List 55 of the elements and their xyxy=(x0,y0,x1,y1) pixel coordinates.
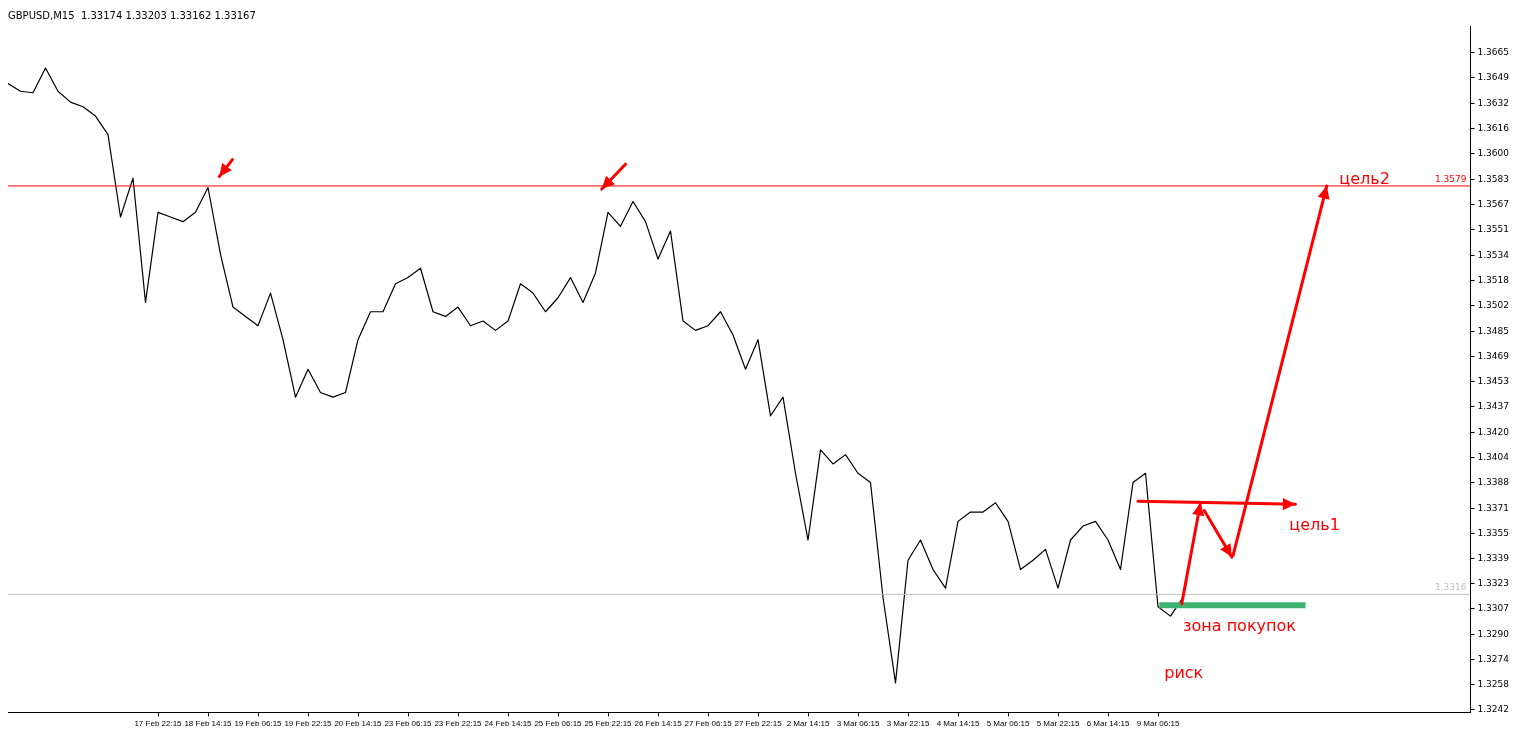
y-tick-label: 1.3323 xyxy=(1477,577,1510,588)
y-tick-label: 1.3583 xyxy=(1477,174,1510,185)
y-tick-label: 1.3534 xyxy=(1477,250,1510,261)
x-tick-label: 5 Mar 06:15 xyxy=(986,719,1030,729)
y-tick-label: 1.3388 xyxy=(1477,476,1510,487)
x-tick-label: 27 Feb 06:15 xyxy=(684,719,733,729)
x-tick-label: 20 Feb 14:15 xyxy=(334,719,383,729)
y-tick-label: 1.3518 xyxy=(1477,275,1510,286)
y-tick-label: 1.3632 xyxy=(1477,97,1510,108)
y-tick-label: 1.3307 xyxy=(1477,602,1510,613)
y-tick-label: 1.3502 xyxy=(1477,299,1510,310)
x-tick-label: 3 Mar 06:15 xyxy=(836,719,880,729)
x-tick-label: 27 Feb 22:15 xyxy=(734,719,783,729)
x-tick-label: 19 Feb 22:15 xyxy=(284,719,333,729)
annotation: цель2 xyxy=(1339,169,1390,189)
y-tick-label: 1.3274 xyxy=(1477,653,1510,664)
annotation: риск xyxy=(1164,662,1204,682)
y-tick-label: 1.3290 xyxy=(1477,629,1510,640)
y-tick-label: 1.3600 xyxy=(1477,147,1510,158)
x-tick-label: 5 Mar 22:15 xyxy=(1036,719,1080,729)
y-tick-label: 1.3355 xyxy=(1477,528,1510,539)
x-tick-label: 24 Feb 14:15 xyxy=(484,719,533,729)
y-tick-label: 1.3453 xyxy=(1477,375,1510,386)
x-tick-label: 25 Feb 22:15 xyxy=(584,719,633,729)
y-tick-label: 1.3649 xyxy=(1477,71,1510,82)
x-tick-label: 26 Feb 14:15 xyxy=(634,719,683,729)
x-tick-label: 18 Feb 14:15 xyxy=(184,719,233,729)
y-tick-label: 1.3371 xyxy=(1477,503,1510,514)
annotation: зона покупок xyxy=(1183,616,1297,636)
y-tick-label: 1.3469 xyxy=(1477,351,1510,362)
x-tick-label: 3 Mar 22:15 xyxy=(886,719,930,729)
ref-line-label: 1.3579 xyxy=(1435,173,1467,184)
y-tick-label: 1.3404 xyxy=(1477,452,1510,463)
y-tick-label: 1.3437 xyxy=(1477,400,1510,411)
y-tick-label: 1.3258 xyxy=(1477,678,1510,689)
y-tick-label: 1.3567 xyxy=(1477,198,1510,209)
x-tick-label: 19 Feb 06:15 xyxy=(234,719,283,729)
y-tick-label: 1.3339 xyxy=(1477,553,1510,563)
y-tick-label: 1.3616 xyxy=(1477,122,1510,133)
x-tick-label: 23 Feb 22:15 xyxy=(434,719,483,729)
x-tick-label: 4 Mar 14:15 xyxy=(936,719,980,729)
y-tick-label: 1.3551 xyxy=(1477,223,1510,234)
x-tick-label: 23 Feb 06:15 xyxy=(384,719,433,729)
chart-title: GBPUSD,M15 1.33174 1.33203 1.33162 1.33167 xyxy=(8,9,256,21)
ref-line-label: 1.3316 xyxy=(1435,582,1467,593)
x-tick-label: 2 Mar 14:15 xyxy=(786,719,830,729)
y-tick-label: 1.3242 xyxy=(1477,703,1510,714)
x-tick-label: 9 Mar 06:15 xyxy=(1136,719,1180,729)
x-tick-label: 17 Feb 22:15 xyxy=(134,719,183,729)
y-tick-label: 1.3420 xyxy=(1477,427,1510,438)
x-tick-label: 6 Mar 14:15 xyxy=(1086,719,1130,729)
y-tick-label: 1.3665 xyxy=(1477,46,1510,57)
x-tick-label: 25 Feb 06:15 xyxy=(534,719,583,729)
y-tick-label: 1.3485 xyxy=(1477,326,1510,337)
annotation: цель1 xyxy=(1289,515,1340,535)
